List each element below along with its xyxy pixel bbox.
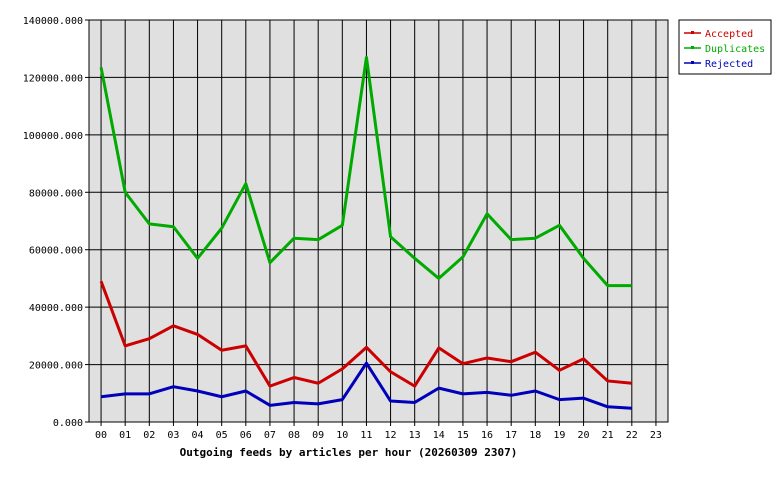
x-tick-label: 15 <box>457 430 469 441</box>
y-tick-label: 100000.000 <box>23 131 83 142</box>
x-tick-label: 04 <box>192 430 204 441</box>
x-tick-label: 20 <box>578 430 590 441</box>
legend-box <box>678 19 772 75</box>
y-tick-label: 80000.000 <box>29 188 83 199</box>
y-tick-label: 20000.000 <box>29 361 83 372</box>
x-axis-ticks: 00 01 02 03 04 05 06 07 08 09 10 11 12 13 14 15 16 17 18 19… <box>95 422 662 441</box>
y-tick-label: 140000.000 <box>23 16 83 27</box>
y-tick-label: 120000.000 <box>23 73 83 84</box>
y-tick-label: 60000.000 <box>29 246 83 257</box>
x-tick-label: 02 <box>143 430 155 441</box>
plot-area <box>88 19 669 423</box>
x-tick-label: 22 <box>626 430 638 441</box>
x-tick-label: 10 <box>336 430 348 441</box>
x-tick-label: 13 <box>409 430 421 441</box>
x-tick-label: 03 <box>167 430 179 441</box>
x-axis-label: Outgoing feeds by articles per hour (202… <box>180 446 518 459</box>
y-axis-ticks: 0.000 20000.000 40000.000 60000.000 80000.00… <box>23 16 89 429</box>
series-line-duplicates <box>99 55 632 288</box>
x-tick-label: 08 <box>288 430 300 441</box>
x-tick-label: 18 <box>529 430 541 441</box>
x-tick-label: 14 <box>433 430 445 441</box>
series-group <box>99 55 632 410</box>
x-tick-label: 07 <box>264 430 276 441</box>
legend-label-duplicates: Duplicates <box>705 44 765 55</box>
x-tick-label: 19 <box>553 430 565 441</box>
x-tick-label: 17 <box>505 430 517 441</box>
x-tick-label: 11 <box>360 430 372 441</box>
y-tick-label: 40000.000 <box>29 303 83 314</box>
x-tick-label: 00 <box>95 430 107 441</box>
x-tick-label: 01 <box>119 430 131 441</box>
x-tick-label: 21 <box>602 430 614 441</box>
x-tick-label: 05 <box>216 430 228 441</box>
series-line-rejected <box>100 361 632 410</box>
legend-label-accepted: Accepted <box>705 29 753 40</box>
legend-label-rejected: Rejected <box>705 59 753 70</box>
series-line-accepted <box>99 280 632 388</box>
x-tick-label: 09 <box>312 430 324 441</box>
x-tick-label: 12 <box>385 430 397 441</box>
legend-marker <box>691 31 694 34</box>
x-tick-label: 16 <box>481 430 493 441</box>
x-tick-label: 23 <box>650 430 662 441</box>
x-tick-label: 06 <box>240 430 252 441</box>
legend-marker <box>691 46 694 49</box>
y-tick-label: 0.000 <box>53 418 83 429</box>
legend: Accepted Duplicates Rejected <box>678 19 772 75</box>
grid-lines <box>89 19 668 423</box>
legend-marker <box>691 61 694 64</box>
